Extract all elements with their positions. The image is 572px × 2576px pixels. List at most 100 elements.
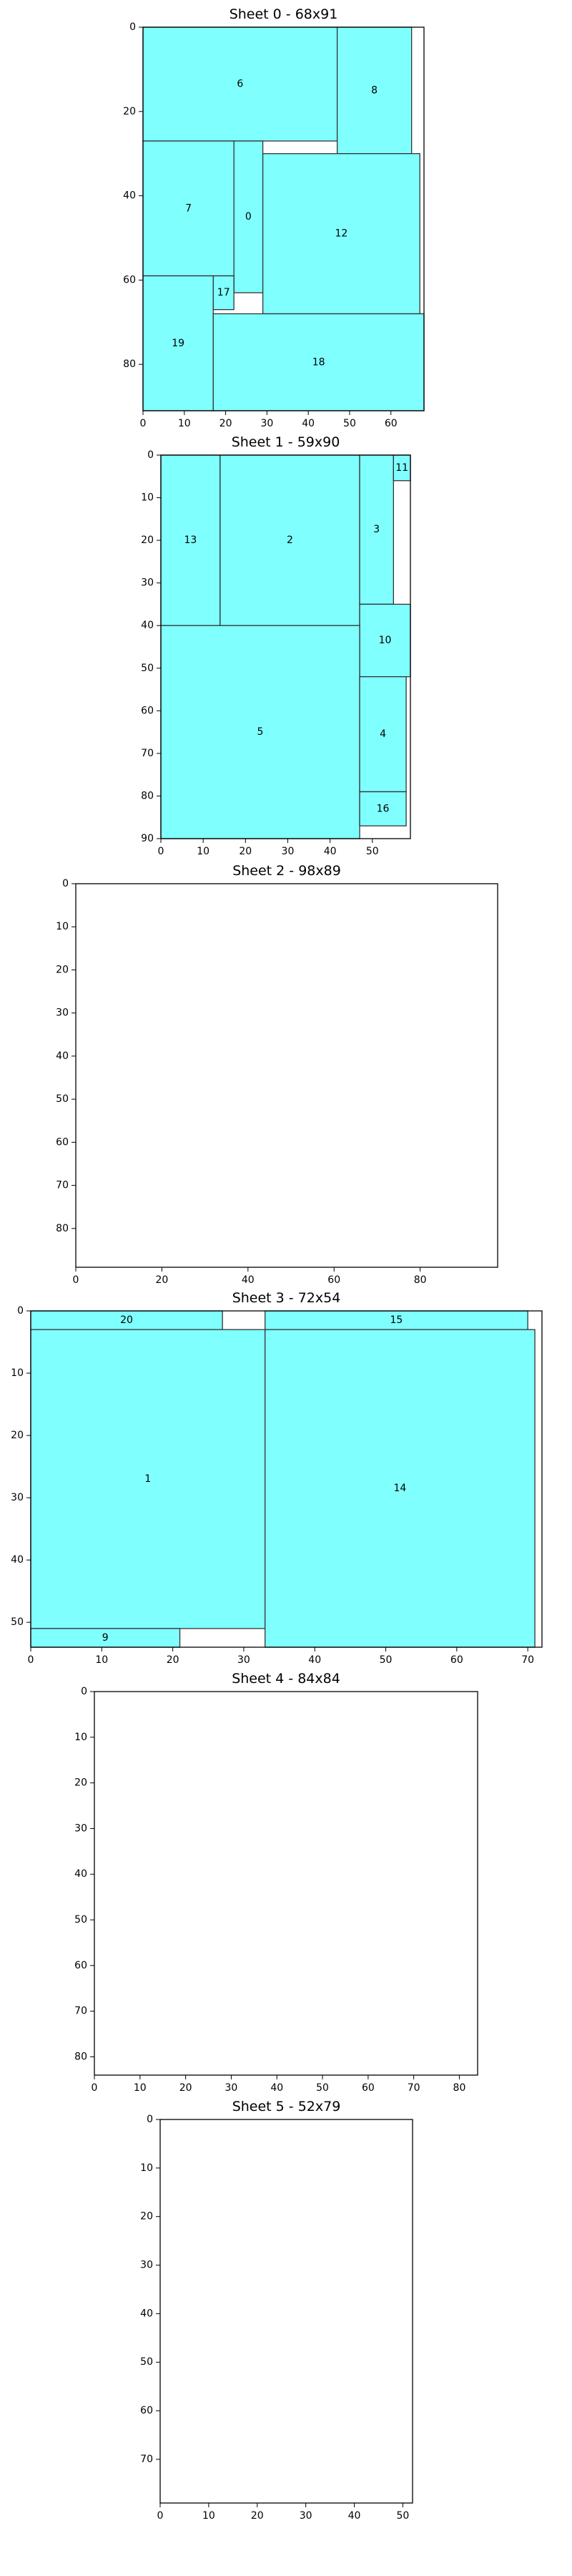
piece-12 xyxy=(262,153,420,315)
x-tick-label: 50 xyxy=(380,1654,393,1666)
sheet-3-title: Sheet 3 - 72x54 xyxy=(232,1290,341,1306)
piece-label-9: 9 xyxy=(102,1632,109,1644)
x-tick-label: 20 xyxy=(179,2082,192,2094)
y-tick-label: 10 xyxy=(11,1367,24,1379)
x-tick-label: 30 xyxy=(282,846,295,857)
piece-15 xyxy=(265,1310,528,1330)
sheet-2-title: Sheet 2 - 98x89 xyxy=(232,863,341,879)
x-tick-label: 0 xyxy=(157,2510,164,2522)
y-tick-label: 0 xyxy=(147,2114,153,2125)
piece-label-12: 12 xyxy=(335,228,347,240)
y-tick-label: 20 xyxy=(140,2211,153,2223)
x-tick-label: 0 xyxy=(140,418,147,429)
sheet-0-axes-frame xyxy=(142,26,425,411)
piece-label-16: 16 xyxy=(377,803,390,814)
y-tick-label: 0 xyxy=(17,1305,24,1317)
piece-3 xyxy=(359,454,394,605)
piece-8 xyxy=(336,26,413,155)
y-tick-label: 40 xyxy=(11,1554,24,1566)
x-tick-label: 30 xyxy=(225,2082,238,2094)
y-tick-label: 40 xyxy=(123,190,136,202)
piece-label-7: 7 xyxy=(185,203,192,214)
piece-2 xyxy=(220,454,360,626)
x-tick-label: 40 xyxy=(348,2510,361,2522)
y-tick-label: 80 xyxy=(56,1223,69,1234)
y-tick-label: 70 xyxy=(56,1180,69,1191)
x-tick-label: 40 xyxy=(270,2082,283,2094)
y-tick-label: 0 xyxy=(147,449,154,461)
x-tick-label: 10 xyxy=(197,846,209,857)
piece-label-19: 19 xyxy=(172,338,184,349)
piece-7 xyxy=(142,140,235,277)
piece-label-14: 14 xyxy=(393,1483,406,1494)
piece-14 xyxy=(265,1329,536,1648)
y-tick-label: 40 xyxy=(140,2308,153,2319)
x-tick-label: 40 xyxy=(308,1654,321,1666)
x-tick-label: 10 xyxy=(95,1654,108,1666)
x-tick-label: 30 xyxy=(260,418,273,429)
piece-label-13: 13 xyxy=(184,535,197,546)
piece-13 xyxy=(160,454,221,626)
y-tick-label: 90 xyxy=(141,833,154,844)
y-tick-label: 80 xyxy=(123,358,136,370)
sheet-5-axes-frame xyxy=(159,2119,413,2504)
x-tick-label: 60 xyxy=(385,418,398,429)
piece-5 xyxy=(160,625,360,839)
y-tick-label: 70 xyxy=(74,2006,87,2017)
x-tick-label: 0 xyxy=(73,1274,79,1286)
sheet-4-axes-frame xyxy=(94,1691,478,2076)
x-tick-label: 60 xyxy=(362,2082,375,2094)
y-tick-label: 50 xyxy=(74,1914,87,1926)
y-tick-label: 50 xyxy=(56,1093,69,1105)
y-tick-label: 70 xyxy=(140,2454,153,2465)
sheet-4-plot: Sheet 4 - 84x84 0 10 20 30 40 50 60 70 80 0 10 20 30 4… xyxy=(74,1671,478,2094)
x-tick-label: 50 xyxy=(397,2510,410,2522)
x-tick-label: 10 xyxy=(178,418,191,429)
x-tick-label: 80 xyxy=(453,2082,466,2094)
y-tick-label: 20 xyxy=(56,964,69,975)
x-tick-label: 40 xyxy=(324,846,337,857)
x-tick-label: 60 xyxy=(327,1274,340,1286)
x-tick-label: 20 xyxy=(239,846,252,857)
x-tick-label: 70 xyxy=(408,2082,420,2094)
sheet-3-axes-frame xyxy=(30,1310,543,1648)
y-tick-label: 80 xyxy=(74,2051,87,2062)
x-tick-label: 30 xyxy=(237,1654,250,1666)
y-tick-label: 60 xyxy=(123,274,136,286)
y-tick-label: 10 xyxy=(74,1732,87,1743)
piece-label-2: 2 xyxy=(287,535,293,546)
piece-1 xyxy=(30,1329,266,1629)
y-tick-label: 60 xyxy=(74,1960,87,1971)
sheet-0-plot: Sheet 0 - 68x91 6 8 7 0 12 17 19 18 0 10 20 30 40 50 60… xyxy=(123,6,425,429)
x-tick-label: 50 xyxy=(316,2082,329,2094)
x-tick-label: 70 xyxy=(521,1654,534,1666)
y-tick-label: 60 xyxy=(140,2405,153,2416)
y-tick-label: 30 xyxy=(56,1008,69,1019)
piece-6 xyxy=(142,26,338,142)
y-tick-label: 40 xyxy=(56,1050,69,1062)
sheet-0-title: Sheet 0 - 68x91 xyxy=(230,6,338,22)
x-tick-label: 10 xyxy=(134,2082,147,2094)
y-tick-label: 20 xyxy=(141,535,154,546)
x-tick-label: 20 xyxy=(220,418,232,429)
sheet-5-title: Sheet 5 - 52x79 xyxy=(232,2099,341,2114)
x-tick-label: 40 xyxy=(242,1274,255,1286)
sheet-3-plot: Sheet 3 - 72x54 20 15 1 14 9 0 10 20 30 40 50 60 70 0 1… xyxy=(11,1290,543,1666)
piece-16 xyxy=(359,791,407,826)
piece-label-6: 6 xyxy=(237,79,243,90)
y-tick-label: 50 xyxy=(11,1616,24,1628)
piece-9 xyxy=(30,1628,181,1648)
y-tick-label: 70 xyxy=(141,748,154,759)
y-tick-label: 20 xyxy=(74,1777,87,1789)
x-tick-label: 0 xyxy=(92,2082,98,2094)
sheet-2-plot: Sheet 2 - 98x89 0 20 40 60 80 0 10 20 30 40 50 60 70 8… xyxy=(56,863,498,1286)
piece-label-0: 0 xyxy=(245,211,252,223)
sheet-4-title: Sheet 4 - 84x84 xyxy=(232,1671,340,1687)
piece-label-3: 3 xyxy=(373,524,380,535)
piece-label-17: 17 xyxy=(217,287,230,298)
y-tick-label: 40 xyxy=(74,1868,87,1880)
y-tick-label: 0 xyxy=(62,878,69,889)
y-tick-label: 0 xyxy=(129,21,136,33)
x-tick-label: 20 xyxy=(251,2510,264,2522)
